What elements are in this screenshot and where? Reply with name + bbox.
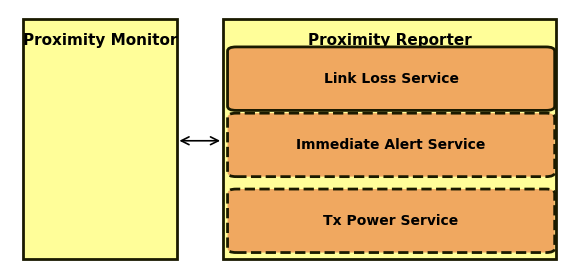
Text: Immediate Alert Service: Immediate Alert Service: [296, 138, 486, 152]
Bar: [23, 19, 177, 259]
FancyBboxPatch shape: [228, 47, 555, 110]
Text: Proximity Reporter: Proximity Reporter: [307, 33, 471, 48]
Bar: [223, 19, 556, 259]
Text: Link Loss Service: Link Loss Service: [324, 72, 459, 86]
FancyBboxPatch shape: [228, 113, 555, 177]
Text: Tx Power Service: Tx Power Service: [324, 214, 459, 228]
FancyBboxPatch shape: [228, 189, 555, 253]
Text: Proximity Monitor: Proximity Monitor: [23, 33, 177, 48]
